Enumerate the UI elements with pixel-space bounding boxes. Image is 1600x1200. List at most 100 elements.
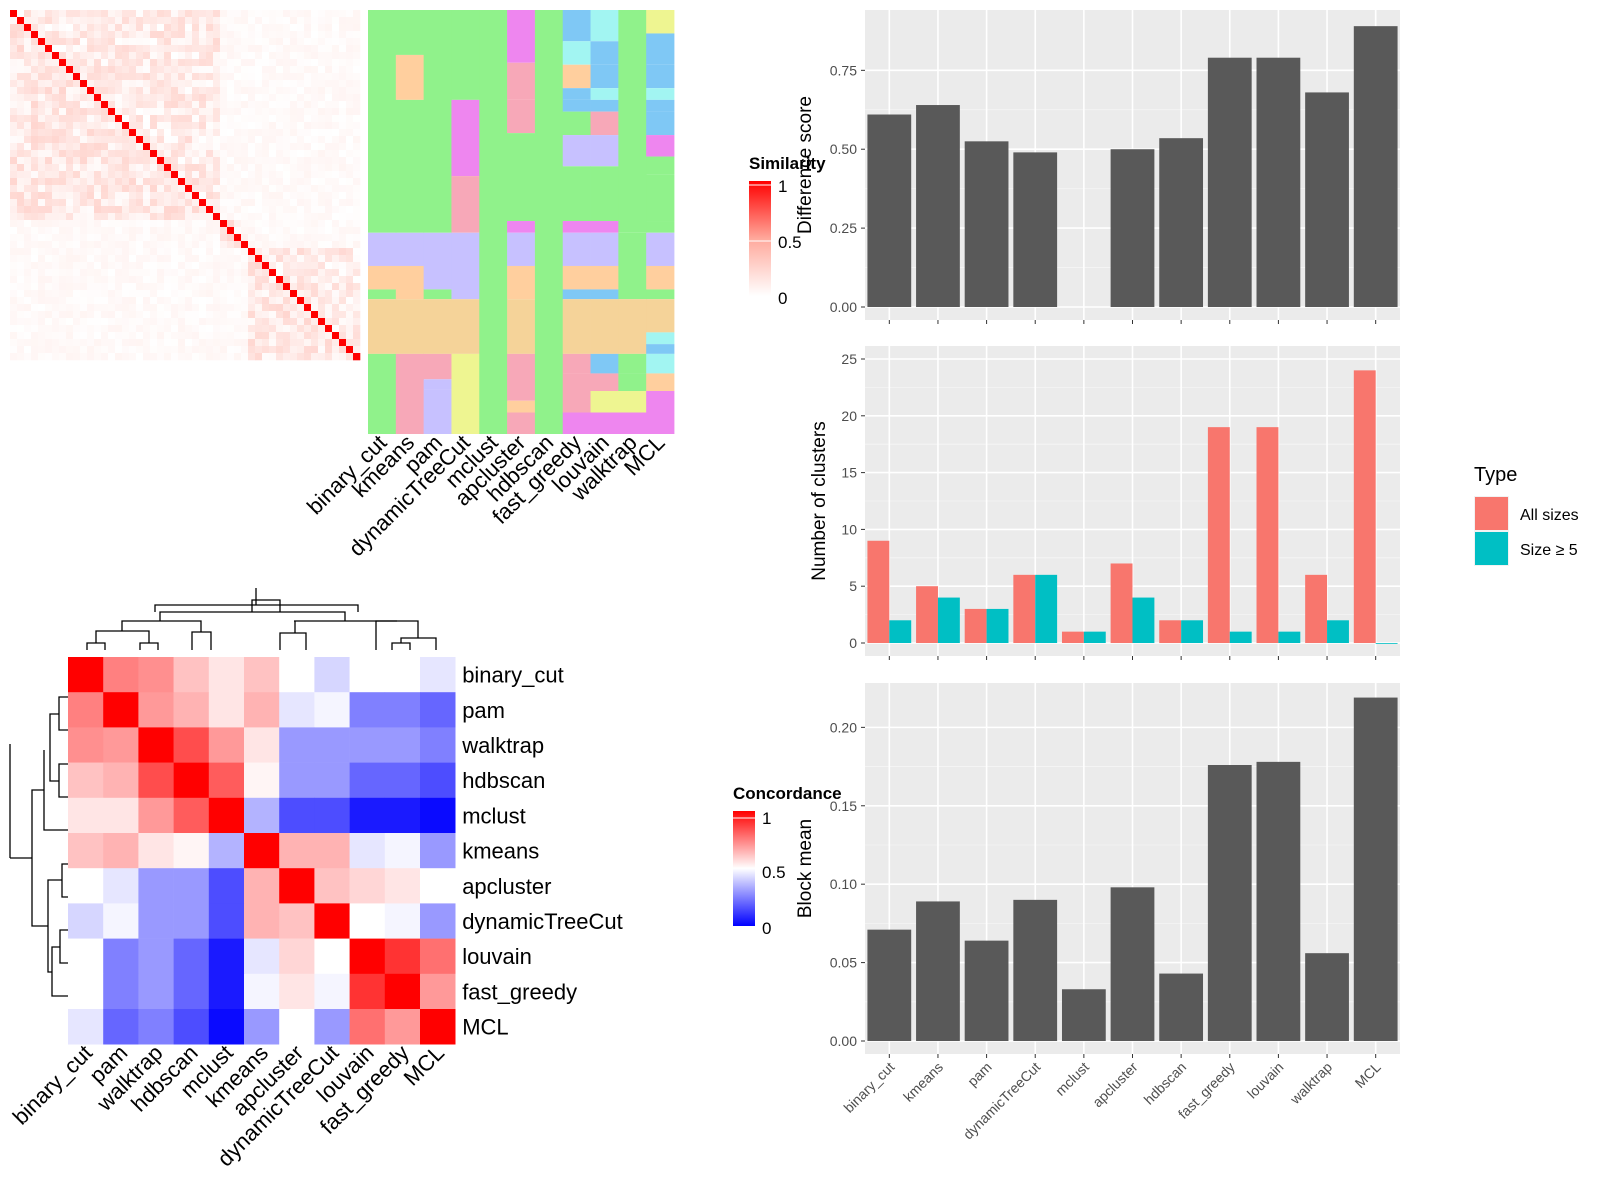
similarity-cell xyxy=(304,150,312,158)
similarity-cell xyxy=(171,45,179,53)
similarity-cell xyxy=(234,122,242,130)
similarity-cell xyxy=(45,199,53,207)
assignment-cell xyxy=(590,41,619,65)
similarity-cell xyxy=(94,178,102,186)
concordance-cell xyxy=(384,973,421,1010)
similarity-cell xyxy=(73,31,81,39)
similarity-cell xyxy=(297,38,305,46)
concordance-cell xyxy=(208,727,245,763)
similarity-cell xyxy=(115,346,123,354)
similarity-cell xyxy=(283,262,291,270)
similarity-cell xyxy=(17,129,25,137)
similarity-cell xyxy=(213,115,221,123)
similarity-cell xyxy=(101,87,109,95)
similarity-cell xyxy=(276,171,284,179)
similarity-cell xyxy=(304,290,312,298)
similarity-cell xyxy=(115,157,123,165)
similarity-cell xyxy=(122,108,130,116)
similarity-cell xyxy=(10,262,18,270)
concordance-cell xyxy=(173,973,210,1010)
similarity-cell xyxy=(129,346,137,354)
similarity-cell xyxy=(136,255,144,263)
similarity-cell xyxy=(143,73,151,81)
similarity-cell xyxy=(297,66,305,74)
similarity-cell xyxy=(241,192,249,200)
similarity-cell xyxy=(255,66,263,74)
similarity-cell xyxy=(255,311,263,319)
similarity-cell xyxy=(241,73,249,81)
similarity-cell xyxy=(346,290,354,298)
similarity-cell xyxy=(17,31,25,39)
similarity-cell xyxy=(122,115,130,123)
similarity-cell xyxy=(164,17,172,25)
similarity-cell xyxy=(311,24,319,32)
concordance-cell xyxy=(244,868,280,904)
similarity-cell xyxy=(164,213,172,221)
similarity-cell xyxy=(31,17,39,25)
similarity-cell xyxy=(31,332,39,340)
similarity-cell xyxy=(241,24,249,32)
similarity-cell xyxy=(66,108,74,116)
similarity-cell xyxy=(227,346,235,354)
similarity-cell xyxy=(17,353,25,361)
similarity-cell xyxy=(178,73,186,81)
similarity-cell xyxy=(94,290,102,298)
similarity-cell xyxy=(94,339,102,347)
similarity-cell xyxy=(234,24,242,32)
similarity-cell xyxy=(213,227,221,235)
similarity-cell xyxy=(339,10,347,18)
similarity-cell xyxy=(199,178,207,186)
similarity-cell xyxy=(290,269,298,277)
similarity-cell xyxy=(297,220,305,228)
similarity-cell xyxy=(213,269,221,277)
similarity-cell xyxy=(206,38,214,46)
similarity-cell xyxy=(101,122,109,130)
assignment-cell xyxy=(646,353,675,374)
similarity-cell xyxy=(318,269,326,277)
similarity-cell xyxy=(66,262,74,270)
similarity-cell xyxy=(234,248,242,256)
similarity-cell xyxy=(339,94,347,102)
similarity-cell xyxy=(318,262,326,270)
similarity-cell xyxy=(129,66,137,74)
similarity-cell xyxy=(325,269,333,277)
similarity-cell xyxy=(31,206,39,214)
similarity-cell xyxy=(80,255,88,263)
similarity-cell xyxy=(157,269,165,277)
similarity-cell xyxy=(80,227,88,235)
similarity-cell xyxy=(24,192,32,200)
similarity-cell xyxy=(206,87,214,95)
concordance-cell xyxy=(420,1009,456,1045)
similarity-cell xyxy=(269,283,277,291)
similarity-cell xyxy=(122,45,130,53)
similarity-legend-bar xyxy=(749,181,771,296)
bar-all-sizes xyxy=(867,540,890,643)
similarity-cell xyxy=(136,31,144,39)
similarity-cell xyxy=(52,325,60,333)
similarity-cell xyxy=(185,269,193,277)
concordance-cell xyxy=(208,1009,245,1045)
similarity-cell xyxy=(283,73,291,81)
similarity-cell xyxy=(353,297,361,305)
similarity-cell xyxy=(150,220,158,228)
similarity-cell xyxy=(73,213,81,221)
similarity-cell xyxy=(80,185,88,193)
similarity-cell xyxy=(10,346,18,354)
similarity-cell xyxy=(80,17,88,25)
similarity-cell xyxy=(220,311,228,319)
similarity-cell xyxy=(66,185,74,193)
similarity-cell xyxy=(178,297,186,305)
similarity-cell xyxy=(129,171,137,179)
similarity-cell xyxy=(45,353,53,361)
similarity-cell xyxy=(66,150,74,158)
similarity-cell xyxy=(234,276,242,284)
similarity-cell xyxy=(157,24,165,32)
similarity-cell xyxy=(108,220,116,228)
concordance-cell xyxy=(384,833,421,869)
similarity-cell xyxy=(73,304,81,312)
similarity-cell xyxy=(101,150,109,158)
similarity-cell xyxy=(262,297,270,305)
similarity-cell xyxy=(255,353,263,361)
similarity-cell xyxy=(234,290,242,298)
similarity-cell xyxy=(73,311,81,319)
